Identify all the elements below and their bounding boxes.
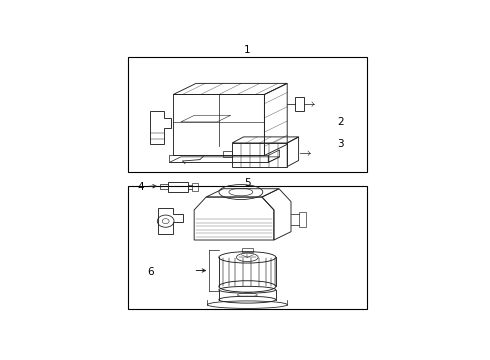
Bar	[128, 186, 367, 309]
Text: 6: 6	[147, 267, 154, 277]
Text: 4: 4	[138, 182, 145, 192]
Text: 5: 5	[244, 177, 251, 188]
Text: 2: 2	[337, 117, 343, 127]
Text: 3: 3	[337, 139, 343, 149]
Bar	[128, 57, 367, 172]
Text: 1: 1	[244, 45, 251, 55]
